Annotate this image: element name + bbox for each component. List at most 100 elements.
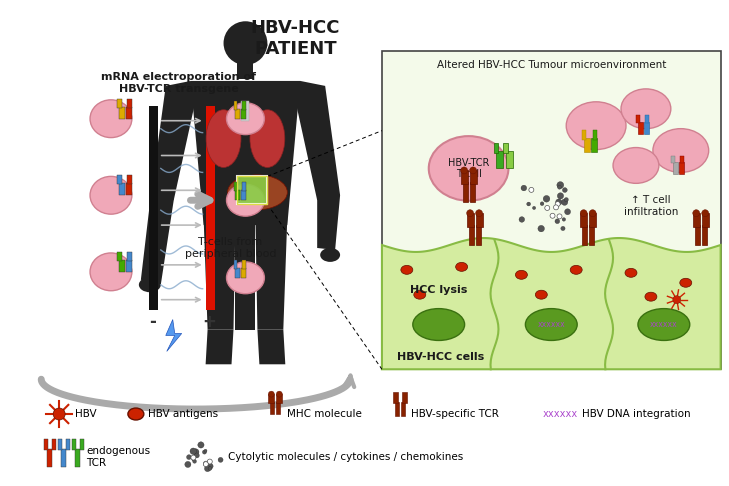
Bar — [702, 225, 706, 245]
Bar — [504, 142, 508, 153]
Text: +: + — [203, 312, 217, 330]
Circle shape — [562, 188, 567, 192]
Circle shape — [561, 226, 565, 230]
Text: Cytolytic molecules / cytokines / chemokines: Cytolytic molecules / cytokines / chemok… — [227, 452, 463, 462]
Bar — [127, 175, 132, 184]
Ellipse shape — [613, 148, 659, 183]
Circle shape — [190, 448, 196, 454]
Circle shape — [538, 226, 545, 232]
Bar — [61, 449, 66, 467]
Bar — [496, 151, 504, 169]
Circle shape — [207, 459, 212, 464]
Bar — [644, 122, 649, 134]
Bar — [233, 260, 238, 269]
Bar — [238, 63, 254, 79]
Ellipse shape — [526, 309, 577, 340]
Circle shape — [519, 217, 525, 222]
Ellipse shape — [128, 408, 144, 420]
Text: HBV-HCC cells: HBV-HCC cells — [397, 352, 484, 363]
Text: ↑ T cell
infiltration: ↑ T cell infiltration — [624, 195, 678, 217]
Text: mRNA electroporation of
HBV-TCR transgene: mRNA electroporation of HBV-TCR transgen… — [101, 72, 256, 94]
Bar — [693, 213, 700, 227]
Bar — [393, 392, 398, 403]
Circle shape — [561, 199, 568, 206]
Circle shape — [195, 453, 199, 458]
Circle shape — [461, 167, 467, 174]
Bar — [702, 213, 709, 227]
Bar — [235, 268, 241, 278]
Bar — [66, 439, 70, 450]
Bar — [507, 151, 513, 169]
Ellipse shape — [429, 136, 508, 201]
Ellipse shape — [90, 176, 132, 214]
Bar — [463, 182, 467, 202]
Ellipse shape — [320, 248, 340, 262]
Text: -: - — [149, 312, 156, 330]
Bar — [673, 162, 678, 174]
Text: HBV-HCC
PATIENT: HBV-HCC PATIENT — [251, 19, 340, 58]
Circle shape — [469, 167, 477, 174]
Polygon shape — [191, 81, 300, 225]
Ellipse shape — [250, 110, 285, 168]
Text: HCC lysis: HCC lysis — [410, 285, 467, 295]
Bar — [469, 171, 477, 184]
Bar — [679, 162, 684, 174]
Circle shape — [224, 21, 268, 65]
Circle shape — [192, 449, 199, 455]
Bar — [235, 218, 255, 330]
Circle shape — [521, 185, 526, 191]
Bar — [461, 171, 467, 184]
Circle shape — [203, 461, 208, 466]
Bar — [206, 106, 214, 310]
Bar — [591, 138, 597, 152]
Ellipse shape — [535, 290, 547, 299]
Bar — [270, 402, 274, 414]
Bar — [52, 439, 56, 450]
Ellipse shape — [227, 262, 265, 294]
Ellipse shape — [680, 278, 692, 287]
Bar — [276, 394, 282, 403]
Bar — [127, 252, 132, 261]
Bar — [119, 107, 125, 119]
Bar — [475, 213, 483, 227]
Bar — [241, 101, 249, 121]
Circle shape — [475, 209, 483, 217]
Circle shape — [555, 199, 562, 205]
Circle shape — [557, 182, 564, 189]
Ellipse shape — [206, 110, 241, 168]
Circle shape — [564, 197, 569, 202]
Polygon shape — [165, 320, 182, 351]
Bar — [582, 130, 586, 139]
Bar — [80, 439, 84, 450]
Ellipse shape — [414, 290, 426, 299]
Circle shape — [192, 459, 197, 463]
Circle shape — [564, 209, 571, 215]
Circle shape — [187, 455, 192, 460]
Circle shape — [268, 391, 274, 397]
Ellipse shape — [90, 100, 132, 138]
Circle shape — [208, 467, 212, 470]
Bar — [402, 392, 407, 403]
Text: endogenous
TCR: endogenous TCR — [86, 446, 150, 468]
Ellipse shape — [570, 265, 582, 274]
Circle shape — [553, 205, 558, 210]
Bar — [238, 176, 268, 204]
Ellipse shape — [227, 184, 265, 216]
Bar — [235, 109, 241, 119]
Circle shape — [589, 209, 596, 217]
Text: HBV DNA integration: HBV DNA integration — [582, 409, 691, 419]
Text: MHC molecule: MHC molecule — [287, 409, 362, 419]
Text: HBV antigens: HBV antigens — [148, 409, 218, 419]
Polygon shape — [203, 218, 235, 330]
Ellipse shape — [515, 270, 527, 279]
Polygon shape — [293, 81, 340, 200]
Bar — [119, 260, 125, 272]
Bar — [382, 51, 721, 369]
Circle shape — [192, 458, 195, 461]
Text: xxxxxx: xxxxxx — [650, 320, 678, 329]
Bar — [235, 191, 241, 200]
Ellipse shape — [625, 268, 637, 278]
Bar — [276, 402, 281, 414]
Text: HBV-specific TCR: HBV-specific TCR — [411, 409, 499, 419]
Bar — [126, 260, 132, 272]
